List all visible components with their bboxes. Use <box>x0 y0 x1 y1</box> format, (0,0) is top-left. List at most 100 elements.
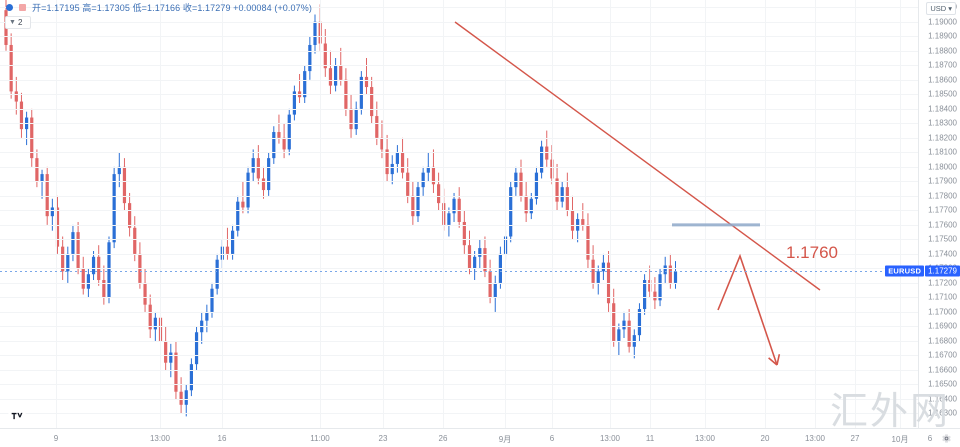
resistance-price-label: 1.1760 <box>786 243 838 262</box>
gridline-horizontal <box>0 254 918 255</box>
price-tick: 1.18800 <box>928 46 957 56</box>
gridline-horizontal <box>0 152 918 153</box>
drawing-overlays[interactable] <box>0 0 918 428</box>
gridline-horizontal <box>0 123 918 124</box>
chart-plot-area[interactable] <box>0 0 918 428</box>
price-tick: 1.16900 <box>928 321 957 331</box>
gridline-horizontal <box>0 65 918 66</box>
time-tick: 23 <box>378 434 388 443</box>
price-tick: 1.17000 <box>928 307 957 317</box>
price-tick: 1.16600 <box>928 365 957 375</box>
price-tick: 1.17500 <box>928 234 957 244</box>
gridline-vertical <box>900 0 901 428</box>
price-tick: 1.18500 <box>928 89 957 99</box>
time-tick: 11:00 <box>310 434 330 443</box>
gridline-vertical <box>56 0 57 428</box>
gridline-horizontal <box>0 36 918 37</box>
chevron-down-icon: ▼ <box>9 19 16 26</box>
price-tick: 1.18900 <box>928 31 957 41</box>
gridline-horizontal <box>0 181 918 182</box>
tradingview-logo[interactable] <box>8 407 26 425</box>
gridline-horizontal <box>0 268 918 269</box>
price-tick: 1.17900 <box>928 176 957 186</box>
price-unit-selector[interactable]: USD ▾ <box>926 2 956 15</box>
gridline-horizontal <box>0 399 918 400</box>
ohlc-values: 开=1.17195 高=1.17305 低=1.17166 收=1.17279 … <box>32 2 312 13</box>
current-price-line <box>0 271 918 272</box>
gridline-horizontal <box>0 413 918 414</box>
last-price-badge[interactable]: EURUSD 1.17279 <box>885 265 960 278</box>
time-tick: 20 <box>760 434 770 443</box>
gridline-horizontal <box>0 312 918 313</box>
gridline-vertical <box>610 0 611 428</box>
price-tick: 1.16800 <box>928 336 957 346</box>
time-tick: 16 <box>217 434 227 443</box>
price-unit-label: USD <box>930 4 947 13</box>
price-tick: 1.16300 <box>928 408 957 418</box>
price-tick: 1.16700 <box>928 350 957 360</box>
chart-legend: 开=1.17195 高=1.17305 低=1.17166 收=1.17279 … <box>0 0 960 14</box>
gridline-horizontal <box>0 167 918 168</box>
gridline-horizontal <box>0 138 918 139</box>
gridline-vertical <box>815 0 816 428</box>
gridline-horizontal <box>0 80 918 81</box>
gridline-vertical <box>160 0 161 428</box>
price-tick: 1.18600 <box>928 75 957 85</box>
gridline-horizontal <box>0 341 918 342</box>
time-axis[interactable]: 9 13:00 16 11:00 23 26 9月 6 13:00 11 13:00 20 13:00 2… <box>0 428 960 447</box>
gridline-horizontal <box>0 326 918 327</box>
time-tick: 10月 <box>891 435 909 444</box>
gridline-horizontal <box>0 210 918 211</box>
price-tick: 1.17600 <box>928 220 957 230</box>
price-tick: 1.17100 <box>928 292 957 302</box>
time-tick: 11 <box>645 434 655 443</box>
time-tick: 13:00 <box>694 434 716 443</box>
price-tick: 1.18100 <box>928 147 957 157</box>
price-tick: 1.17700 <box>928 205 957 215</box>
gridline-vertical <box>443 0 444 428</box>
gridline-horizontal <box>0 297 918 298</box>
price-axis[interactable]: 1.191001.190001.189001.188001.187001.186… <box>918 0 960 428</box>
gridline-vertical <box>320 0 321 428</box>
gridline-horizontal <box>0 283 918 284</box>
gridline-horizontal <box>0 51 918 52</box>
time-tick: 13:00 <box>599 434 621 443</box>
tradingview-glyph <box>9 408 25 424</box>
gridline-horizontal <box>0 225 918 226</box>
price-tick: 1.17200 <box>928 278 957 288</box>
price-tick: 1.17400 <box>928 249 957 259</box>
price-tick: 1.16400 <box>928 394 957 404</box>
time-tick: 26 <box>438 434 448 443</box>
timeframe-selector[interactable]: ▼ 2 <box>5 16 31 29</box>
symbol-ticker: EURUSD <box>885 265 925 277</box>
gridline-vertical <box>505 0 506 428</box>
gridline-vertical <box>222 0 223 428</box>
last-price-value: 1.17279 <box>925 265 960 277</box>
gridline-vertical <box>855 0 856 428</box>
gridline-vertical <box>705 0 706 428</box>
gridline-horizontal <box>0 355 918 356</box>
price-tick: 1.18700 <box>928 60 957 70</box>
gridline-horizontal <box>0 109 918 110</box>
price-tick: 1.19000 <box>928 17 957 27</box>
gridline-horizontal <box>0 94 918 95</box>
price-tick: 1.18200 <box>928 133 957 143</box>
time-tick: 9月 <box>498 435 512 444</box>
gridline-vertical <box>552 0 553 428</box>
time-tick: 13:00 <box>149 434 171 443</box>
gridline-horizontal <box>0 370 918 371</box>
gridline-horizontal <box>0 384 918 385</box>
price-tick: 1.18300 <box>928 118 957 128</box>
gridline-vertical <box>383 0 384 428</box>
chevron-down-icon: ▾ <box>948 4 952 13</box>
gridline-horizontal <box>0 7 918 8</box>
time-tick: 6 <box>927 434 933 443</box>
gridline-horizontal <box>0 239 918 240</box>
price-tick: 1.17800 <box>928 191 957 201</box>
time-tick: 9 <box>53 434 59 443</box>
gridline-horizontal <box>0 22 918 23</box>
gear-icon[interactable] <box>941 433 952 444</box>
price-tick: 1.18000 <box>928 162 957 172</box>
price-tick: 1.16500 <box>928 379 957 389</box>
